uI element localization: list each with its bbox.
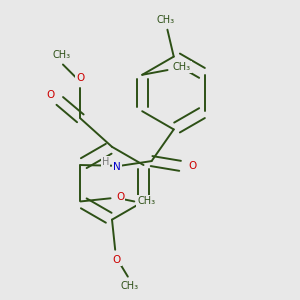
Text: O: O bbox=[46, 90, 54, 100]
Text: CH₃: CH₃ bbox=[137, 196, 155, 206]
Text: N: N bbox=[113, 162, 121, 172]
Text: O: O bbox=[188, 161, 196, 171]
Text: H: H bbox=[102, 157, 110, 167]
Text: CH₃: CH₃ bbox=[173, 62, 191, 72]
Text: O: O bbox=[76, 73, 85, 83]
Text: CH₃: CH₃ bbox=[52, 50, 70, 60]
Text: CH₃: CH₃ bbox=[157, 15, 175, 25]
Text: O: O bbox=[112, 255, 121, 265]
Text: O: O bbox=[116, 192, 124, 202]
Text: CH₃: CH₃ bbox=[120, 281, 139, 291]
